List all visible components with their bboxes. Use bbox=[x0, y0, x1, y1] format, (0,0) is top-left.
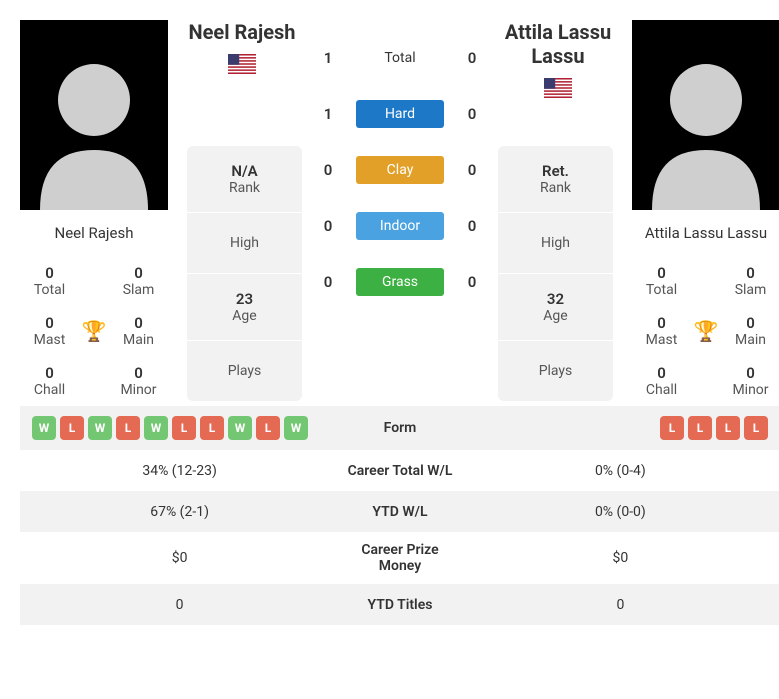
stat-minor: 0 Minor bbox=[109, 356, 168, 406]
player2-rank-column: Ret. Rank High 32 Age Plays bbox=[498, 146, 613, 401]
avatar-placeholder-icon bbox=[632, 20, 779, 210]
player1-rank-column: N/A Rank High 23 Age Plays bbox=[187, 146, 302, 401]
label-ytd-titles: YTD Titles bbox=[339, 587, 461, 623]
player2-form: LLLL bbox=[465, 416, 776, 440]
surface-indoor-badge[interactable]: Indoor bbox=[356, 212, 444, 240]
avatar-placeholder-icon bbox=[20, 20, 168, 210]
form-badge[interactable]: L bbox=[200, 416, 224, 440]
p1-career-wl: 34% (12-23) bbox=[20, 453, 339, 489]
player1-name-heading: Neel Rajesh bbox=[182, 20, 302, 44]
player1-name-label[interactable]: Neel Rajesh bbox=[20, 210, 168, 256]
p2-prize: $0 bbox=[461, 540, 779, 576]
player1-avatar bbox=[20, 20, 168, 210]
stat-total: 0 Total bbox=[20, 256, 79, 306]
form-badge[interactable]: L bbox=[660, 416, 684, 440]
h2h-p2-indoor: 0 bbox=[460, 217, 484, 235]
form-badge[interactable]: W bbox=[144, 416, 168, 440]
h2h-p2-hard: 0 bbox=[460, 105, 484, 123]
trophy-icon: 🏆 bbox=[691, 319, 721, 343]
player2-card: Attila Lassu Lassu 0 Total 0 Slam 0 Mast… bbox=[632, 20, 779, 406]
label-career-wl: Career Total W/L bbox=[339, 453, 461, 489]
h2h-p1-indoor: 0 bbox=[316, 217, 340, 235]
form-badge[interactable]: L bbox=[116, 416, 140, 440]
player1-card: Neel Rajesh 0 Total 0 Slam 0 Mast 🏆 0 bbox=[20, 20, 168, 406]
p1-prize: $0 bbox=[20, 540, 339, 576]
p2-ytd-titles: 0 bbox=[461, 587, 779, 623]
form-badge[interactable]: W bbox=[88, 416, 112, 440]
p1-ytd-wl: 67% (2-1) bbox=[20, 494, 339, 530]
surface-grass-badge[interactable]: Grass bbox=[356, 268, 444, 296]
stat-chall: 0 Chall bbox=[20, 356, 79, 406]
flag-us-icon bbox=[544, 78, 572, 98]
p1-ytd-titles: 0 bbox=[20, 587, 339, 623]
h2h-p1-total: 1 bbox=[316, 49, 340, 67]
label-ytd-wl: YTD W/L bbox=[339, 494, 461, 530]
comparison-table: WLWLWLLWLW Form LLLL 34% (12-23) Career … bbox=[20, 406, 779, 625]
h2h-p2-total: 0 bbox=[460, 49, 484, 67]
trophy-icon: 🏆 bbox=[79, 319, 109, 343]
player2-name-heading: Attila Lassu Lassu bbox=[498, 20, 618, 68]
h2h-column: 1 Total 0 1 Hard 0 0 Clay 0 0 Indoor bbox=[316, 30, 484, 310]
player2-avatar bbox=[632, 20, 779, 210]
h2h-p2-clay: 0 bbox=[460, 161, 484, 179]
flag-us-icon bbox=[228, 54, 256, 74]
stat-minor: 0 Minor bbox=[721, 356, 779, 406]
stat-slam: 0 Slam bbox=[721, 256, 779, 306]
h2h-p1-clay: 0 bbox=[316, 161, 340, 179]
player2-titles-grid: 0 Total 0 Slam 0 Mast 🏆 0 Main bbox=[632, 256, 779, 406]
form-badge[interactable]: L bbox=[60, 416, 84, 440]
stat-slam: 0 Slam bbox=[109, 256, 168, 306]
stat-mast: 0 Mast bbox=[632, 306, 691, 356]
form-badge[interactable]: W bbox=[228, 416, 252, 440]
h2h-p2-grass: 0 bbox=[460, 273, 484, 291]
form-badge[interactable]: W bbox=[284, 416, 308, 440]
h2h-p1-hard: 1 bbox=[316, 105, 340, 123]
stat-mast: 0 Mast bbox=[20, 306, 79, 356]
surface-hard-badge[interactable]: Hard bbox=[356, 100, 444, 128]
player1-titles-grid: 0 Total 0 Slam 0 Mast 🏆 0 Main bbox=[20, 256, 168, 406]
form-badge[interactable]: L bbox=[172, 416, 196, 440]
p2-career-wl: 0% (0-4) bbox=[461, 453, 779, 489]
h2h-p1-grass: 0 bbox=[316, 273, 340, 291]
form-badge[interactable]: L bbox=[256, 416, 280, 440]
form-badge[interactable]: L bbox=[716, 416, 740, 440]
stat-chall: 0 Chall bbox=[632, 356, 691, 406]
stat-main: 0 Main bbox=[109, 306, 168, 356]
p2-ytd-wl: 0% (0-0) bbox=[461, 494, 779, 530]
stat-total: 0 Total bbox=[632, 256, 691, 306]
form-badge[interactable]: L bbox=[744, 416, 768, 440]
form-badge[interactable]: L bbox=[688, 416, 712, 440]
player2-name-label[interactable]: Attila Lassu Lassu bbox=[632, 210, 779, 256]
stat-main: 0 Main bbox=[721, 306, 779, 356]
label-form: Form bbox=[339, 410, 461, 446]
surface-clay-badge[interactable]: Clay bbox=[356, 156, 444, 184]
label-prize: Career Prize Money bbox=[339, 532, 461, 584]
player1-form: WLWLWLLWLW bbox=[24, 416, 335, 440]
h2h-total-label: Total bbox=[356, 50, 444, 66]
form-badge[interactable]: W bbox=[32, 416, 56, 440]
